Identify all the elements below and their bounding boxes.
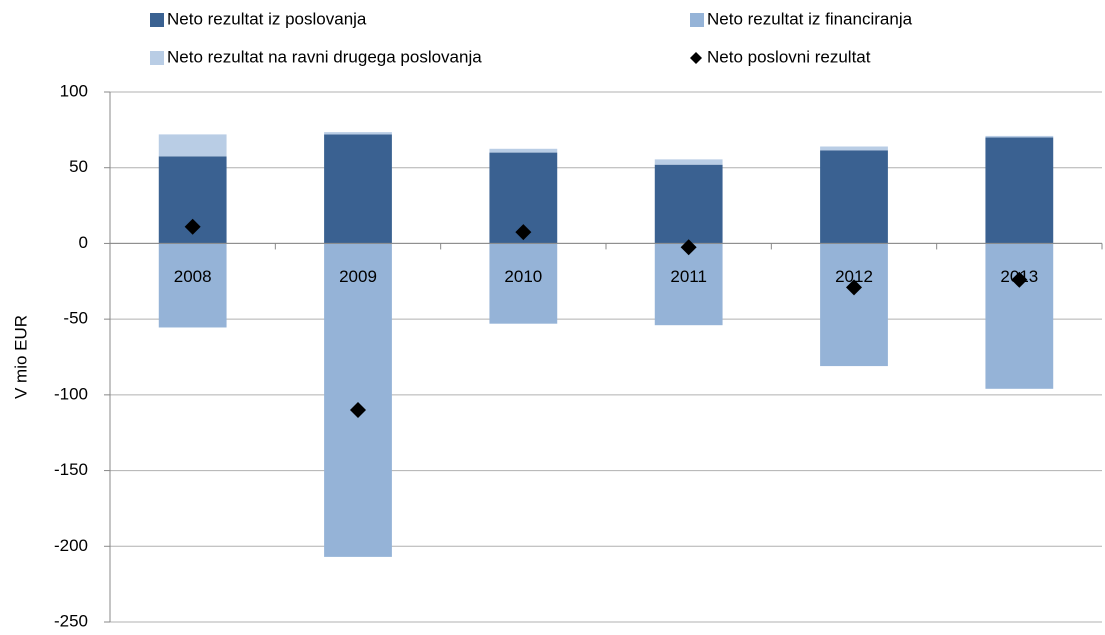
bar bbox=[158, 134, 227, 157]
y-tick-label: -150 bbox=[54, 460, 88, 479]
y-tick-label: -250 bbox=[54, 611, 88, 630]
bar bbox=[324, 134, 392, 244]
bar bbox=[820, 146, 888, 151]
y-tick-label: -200 bbox=[54, 536, 88, 555]
bar bbox=[654, 243, 723, 326]
diamond-marker bbox=[1011, 271, 1028, 288]
legend-swatch bbox=[690, 13, 704, 27]
bar bbox=[489, 243, 558, 324]
y-tick-label: 0 bbox=[79, 233, 88, 252]
bar bbox=[985, 137, 1054, 244]
diamond-marker bbox=[515, 224, 532, 241]
y-axis-label: V mio EUR bbox=[11, 315, 30, 399]
x-tick-label: 2010 bbox=[504, 267, 542, 286]
legend-swatch bbox=[150, 51, 164, 65]
diamond-marker bbox=[184, 218, 201, 235]
x-tick-label: 2008 bbox=[174, 267, 212, 286]
diamond-marker bbox=[350, 402, 366, 418]
legend-marker bbox=[690, 52, 702, 64]
legend-label: Neto rezultat na ravni drugega poslovanj… bbox=[167, 47, 482, 66]
y-tick-label: 50 bbox=[69, 157, 88, 176]
legend-label: Neto rezultat iz financiranja bbox=[707, 9, 913, 28]
y-tick-label: -100 bbox=[54, 384, 88, 403]
bar bbox=[985, 135, 1054, 138]
legend-label: Neto poslovni rezultat bbox=[707, 47, 871, 66]
bar bbox=[489, 148, 558, 153]
y-tick-label: 100 bbox=[60, 81, 88, 100]
y-tick-label: -50 bbox=[63, 309, 88, 328]
bar bbox=[820, 243, 888, 367]
legend-swatch bbox=[150, 13, 164, 27]
x-tick-label: 2011 bbox=[670, 267, 707, 286]
bar bbox=[985, 243, 1054, 389]
bar bbox=[654, 159, 723, 165]
bar bbox=[324, 132, 392, 135]
legend-label: Neto rezultat iz poslovanja bbox=[167, 9, 367, 28]
x-tick-label: 2009 bbox=[339, 267, 377, 286]
diamond-marker bbox=[680, 239, 697, 256]
bar bbox=[158, 243, 227, 328]
diamond-marker bbox=[846, 279, 862, 296]
x-tick-label: 2012 bbox=[835, 267, 873, 286]
bar bbox=[820, 150, 888, 244]
bar bbox=[324, 243, 392, 557]
bar bbox=[654, 164, 723, 244]
